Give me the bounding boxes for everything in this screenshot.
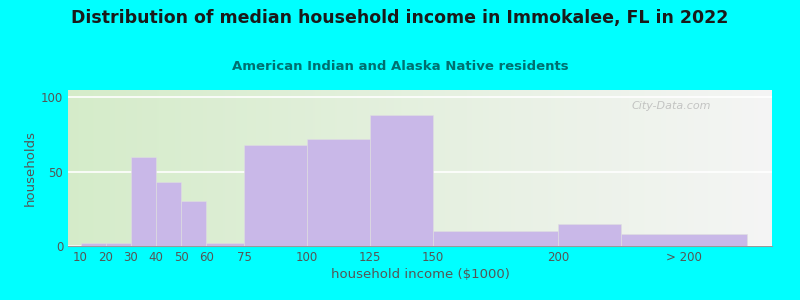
Bar — [181, 201, 206, 246]
Bar — [244, 145, 307, 246]
Bar — [81, 243, 106, 246]
Bar — [206, 243, 244, 246]
Text: Distribution of median household income in Immokalee, FL in 2022: Distribution of median household income … — [71, 9, 729, 27]
Bar — [131, 157, 156, 246]
Text: City-Data.com: City-Data.com — [631, 101, 710, 111]
Bar — [307, 139, 370, 246]
Bar — [621, 234, 747, 246]
Bar — [156, 182, 181, 246]
Text: American Indian and Alaska Native residents: American Indian and Alaska Native reside… — [232, 60, 568, 73]
X-axis label: household income ($1000): household income ($1000) — [330, 268, 510, 281]
Bar — [106, 243, 131, 246]
Bar — [558, 224, 621, 246]
Y-axis label: households: households — [24, 130, 37, 206]
Bar — [370, 115, 433, 246]
Bar — [433, 231, 558, 246]
